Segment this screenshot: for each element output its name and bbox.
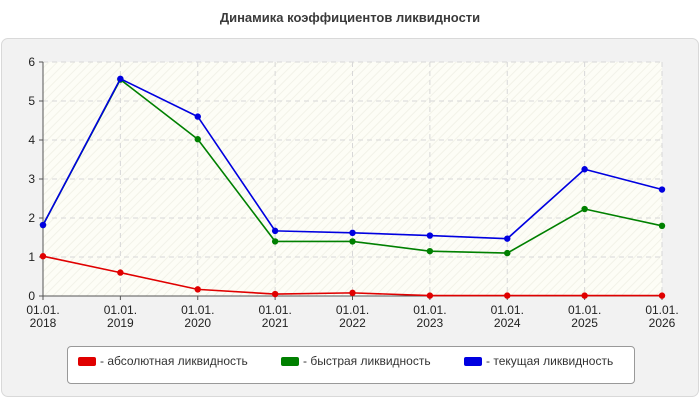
series-point-2 bbox=[349, 229, 356, 237]
legend-swatch-absolute bbox=[78, 356, 96, 366]
legend-label-quick: - быстрая ликвидность bbox=[303, 354, 431, 368]
x-tick-label: 2025 bbox=[571, 316, 598, 330]
legend-swatch-current bbox=[464, 356, 482, 366]
x-tick-label: 2023 bbox=[417, 316, 444, 330]
x-tick-label: 2026 bbox=[649, 316, 676, 330]
legend: - абсолютная ликвидность - быстрая ликви… bbox=[67, 346, 635, 384]
x-tick-label: 2019 bbox=[107, 316, 134, 330]
x-tick-label: 01.01. bbox=[568, 303, 601, 317]
series-lines bbox=[39, 75, 666, 299]
x-tick-label: 2018 bbox=[30, 316, 57, 330]
x-tick-label: 01.01. bbox=[104, 303, 137, 317]
series-point-2 bbox=[658, 186, 666, 193]
series-point-1 bbox=[426, 247, 434, 255]
y-tick-label: 6 bbox=[28, 55, 35, 69]
x-tick-label: 01.01. bbox=[491, 303, 524, 317]
x-tick-label: 01.01. bbox=[181, 303, 214, 317]
series-point-1 bbox=[349, 238, 356, 245]
y-tick-label: 4 bbox=[28, 133, 35, 147]
series-point-2 bbox=[581, 166, 588, 173]
series-point-1 bbox=[194, 136, 201, 143]
x-tick-label: 01.01. bbox=[258, 303, 291, 317]
series-point-0 bbox=[658, 292, 666, 299]
series-point-1 bbox=[504, 249, 511, 257]
legend-item-absolute: - абсолютная ликвидность bbox=[78, 354, 248, 368]
x-tick-label: 01.01. bbox=[26, 303, 59, 317]
y-tick-label: 2 bbox=[28, 211, 35, 225]
tick-labels: 012345601.01.201801.01.201901.01.202001.… bbox=[26, 55, 678, 330]
series-point-0 bbox=[271, 290, 279, 298]
series-point-0 bbox=[504, 292, 511, 299]
y-tick-label: 1 bbox=[28, 250, 35, 264]
x-tick-label: 2024 bbox=[494, 316, 521, 330]
x-tick-label: 01.01. bbox=[413, 303, 446, 317]
x-tick-label: 2022 bbox=[339, 316, 366, 330]
series-point-0 bbox=[349, 289, 356, 297]
legend-item-current: - текущая ликвидность bbox=[464, 354, 613, 368]
series-point-1 bbox=[581, 205, 588, 213]
legend-swatch-quick bbox=[281, 356, 299, 366]
series-point-2 bbox=[39, 221, 47, 229]
chart-title: Динамика коэффициентов ликвидности bbox=[219, 10, 481, 25]
series-point-0 bbox=[39, 253, 47, 260]
series-point-1 bbox=[271, 238, 279, 245]
series-point-2 bbox=[271, 227, 279, 235]
series-point-2 bbox=[117, 75, 124, 82]
x-tick-label: 01.01. bbox=[645, 303, 678, 317]
series-point-0 bbox=[426, 292, 434, 299]
y-tick-label: 5 bbox=[28, 94, 35, 108]
legend-label-current: - текущая ликвидность bbox=[486, 354, 614, 368]
series-point-2 bbox=[194, 113, 201, 120]
x-tick-label: 01.01. bbox=[336, 303, 369, 317]
legend-item-quick: - быстрая ликвидность bbox=[281, 354, 431, 368]
y-tick-label: 3 bbox=[28, 172, 35, 186]
series-point-0 bbox=[581, 292, 588, 299]
legend-label-absolute: - абсолютная ликвидность bbox=[100, 354, 248, 368]
series-point-2 bbox=[504, 235, 511, 242]
x-tick-label: 2020 bbox=[184, 316, 211, 330]
y-tick-label: 0 bbox=[28, 289, 35, 303]
series-point-0 bbox=[117, 269, 124, 276]
series-point-2 bbox=[426, 232, 434, 239]
grid-lines bbox=[43, 61, 663, 296]
series-point-0 bbox=[194, 286, 201, 293]
x-tick-label: 2021 bbox=[262, 316, 289, 330]
series-point-1 bbox=[658, 222, 666, 229]
